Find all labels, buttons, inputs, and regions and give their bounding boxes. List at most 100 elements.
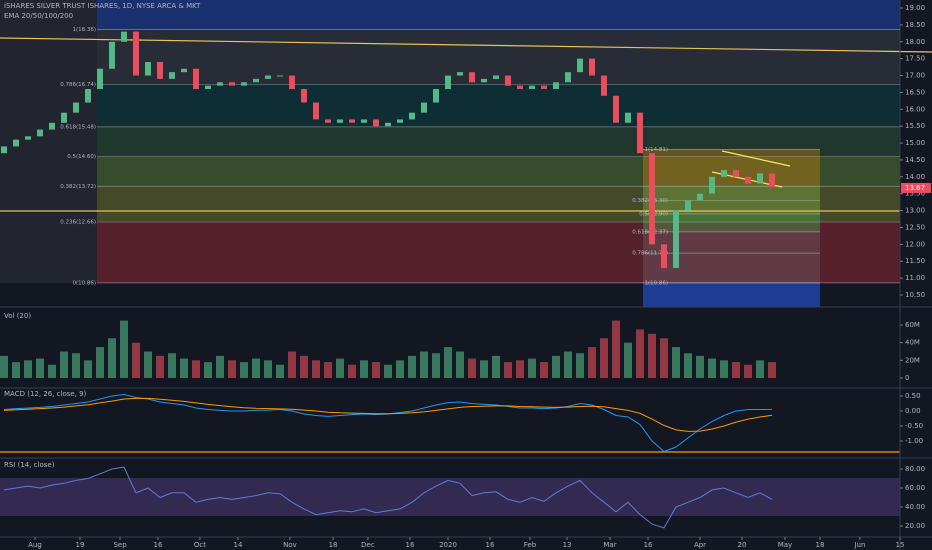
zone <box>643 214 820 232</box>
y-tick-label: 14.00 <box>905 173 925 181</box>
volume-bar <box>228 360 236 378</box>
candle <box>229 82 235 86</box>
candle <box>193 68 199 90</box>
y-tick-label: 10.50 <box>905 291 925 299</box>
volume-bar <box>516 360 524 378</box>
candle <box>541 85 547 90</box>
candle <box>373 119 379 127</box>
indicator-line <box>3 397 773 432</box>
zone <box>643 185 820 214</box>
volume-bar <box>456 351 464 378</box>
volume-bar <box>360 360 368 378</box>
volume-bar <box>288 351 296 378</box>
candle <box>421 102 427 113</box>
candle <box>601 75 607 96</box>
x-tick-label: Apr <box>694 541 706 549</box>
volume-bar <box>132 342 140 378</box>
candle <box>481 78 487 83</box>
volume-bar <box>216 355 224 378</box>
volume-bar <box>96 347 104 378</box>
x-tick-label: Nov <box>283 541 297 549</box>
pane-title: MACD (12, 26, close, 9) <box>4 390 87 398</box>
volume-bar <box>696 355 704 378</box>
x-tick-label: 2020 <box>439 541 457 549</box>
zone <box>97 30 900 84</box>
x-tick-label: Jun <box>853 541 865 549</box>
x-tick-label: 20 <box>738 541 747 549</box>
candle <box>49 122 55 130</box>
fib-label: 0.786(11.74) <box>632 251 668 257</box>
volume-bar <box>24 360 32 378</box>
zone <box>643 149 820 185</box>
pane-title: Vol (20) <box>4 312 31 320</box>
indicator-line <box>3 393 772 453</box>
volume-bar <box>348 364 356 378</box>
candle <box>289 75 295 90</box>
candle <box>157 62 163 79</box>
y-tick-label: -1.00 <box>905 437 923 445</box>
y-tick-label: 19.00 <box>905 4 925 12</box>
y-tick-label: 17.00 <box>905 72 925 80</box>
volume-bar <box>12 362 20 378</box>
candle <box>709 176 715 194</box>
volume-bar <box>60 351 68 378</box>
candle <box>73 102 79 113</box>
volume-bar <box>384 364 392 378</box>
y-tick-label: 16.00 <box>905 105 925 113</box>
volume-bar <box>756 360 764 378</box>
rsi-band <box>0 478 900 516</box>
trend-line <box>0 37 932 53</box>
volume-bar <box>444 347 452 378</box>
volume-bar <box>732 362 740 378</box>
y-tick-label: 11.50 <box>905 257 925 265</box>
volume-bar <box>600 338 608 378</box>
x-tick-label: 15 <box>896 541 905 549</box>
y-tick-label: 12.50 <box>905 223 925 231</box>
price-label: 13.67 <box>905 184 925 192</box>
volume-bar <box>612 320 620 378</box>
candle <box>397 119 403 123</box>
volume-bar <box>480 360 488 378</box>
volume-bar <box>708 358 716 378</box>
fib-label: 0(10.86) <box>72 280 96 286</box>
fib-label: 1(14.81) <box>644 147 668 153</box>
candle <box>385 122 391 127</box>
volume-bar <box>204 362 212 378</box>
fib-label: 1(10.86) <box>644 280 668 286</box>
candle <box>733 170 739 177</box>
y-tick-label: 16.50 <box>905 88 925 96</box>
candle <box>169 72 175 79</box>
candle <box>13 139 19 147</box>
candle <box>325 119 331 123</box>
volume-bar <box>144 351 152 378</box>
volume-bar <box>312 360 320 378</box>
volume-bar <box>180 358 188 378</box>
x-tick-label: 16 <box>486 541 495 549</box>
volume-bar <box>252 358 260 378</box>
y-tick-label: 80.00 <box>905 465 925 473</box>
candle <box>97 68 103 90</box>
candle <box>673 210 679 268</box>
volume-bar <box>192 360 200 378</box>
candle <box>637 112 643 154</box>
volume-bar <box>468 358 476 378</box>
candle <box>337 119 343 123</box>
y-tick-label: 18.00 <box>905 38 925 46</box>
candle <box>181 68 187 73</box>
x-tick-label: Dec <box>361 541 375 549</box>
volume-bar <box>432 353 440 378</box>
candle <box>133 31 139 76</box>
candle <box>301 89 307 103</box>
candle <box>265 75 271 79</box>
candle <box>649 153 655 245</box>
pane-title: RSI (14, close) <box>4 461 55 469</box>
volume-bar <box>108 338 116 378</box>
y-tick-label: 14.50 <box>905 156 925 164</box>
indicator-label: EMA 20/50/100/200 <box>4 12 73 20</box>
zone <box>97 0 900 30</box>
volume-bar <box>408 355 416 378</box>
candle <box>277 75 283 77</box>
volume-bar <box>276 364 284 378</box>
volume-bar <box>48 364 56 378</box>
candle <box>1 146 7 154</box>
